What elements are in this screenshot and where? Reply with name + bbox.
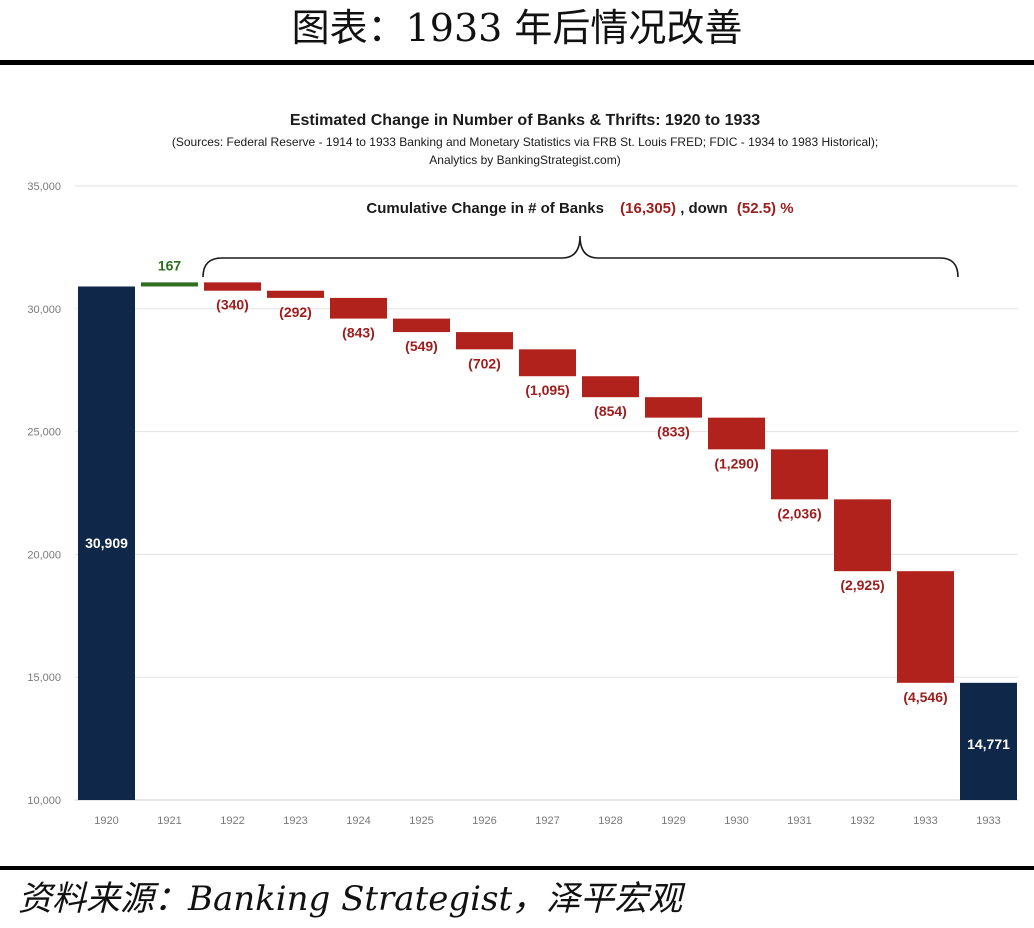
x-tick-label: 1920 [94, 815, 118, 827]
source-note: 资料来源：Banking Strategist，泽平宏观 [18, 879, 683, 919]
chart-subtitle-line-1: (Sources: Federal Reserve - 1914 to 1933… [172, 135, 878, 149]
data-label: (2,925) [840, 577, 884, 593]
x-tick-label: 1926 [472, 815, 496, 827]
bar [519, 349, 576, 377]
x-tick-label: 1922 [220, 815, 244, 827]
x-tick-label: 1925 [409, 815, 433, 827]
data-label: (833) [657, 424, 690, 440]
data-label: (843) [342, 325, 375, 341]
bar [708, 417, 765, 450]
bar [771, 449, 828, 500]
x-tick-label: 1927 [535, 815, 559, 827]
x-tick-label: 1932 [850, 815, 874, 827]
data-label: (702) [468, 355, 501, 371]
bar [645, 397, 702, 418]
page-title: 图表：1933 年后情况改善 [291, 6, 743, 50]
annotation-change-value: (16,305) [620, 200, 676, 217]
data-label: 30,909 [85, 535, 128, 551]
bar [834, 499, 891, 572]
bar [393, 318, 450, 333]
data-label: (4,546) [903, 689, 947, 705]
data-label: 167 [158, 257, 182, 273]
x-tick-label: 1933 [976, 815, 1000, 827]
annotation-middle: , down [680, 200, 728, 217]
data-label: 14,771 [967, 736, 1010, 752]
x-tick-label: 1924 [346, 815, 370, 827]
top-divider [0, 60, 1034, 65]
bar [582, 376, 639, 398]
x-tick-label: 1933 [913, 815, 937, 827]
data-label: (340) [216, 297, 249, 313]
bar [78, 286, 135, 800]
cumulative-change-brace [202, 235, 959, 278]
bar [267, 290, 324, 298]
gridlines [75, 185, 1018, 801]
chart-subtitle-line-2: Analytics by BankingStrategist.com) [429, 153, 620, 167]
y-axis-ticks: 10,000 15,000 20,000 25,000 30,000 35,000 [27, 181, 61, 807]
data-label: (1,290) [714, 455, 758, 471]
y-tick-label: 10,000 [27, 795, 61, 807]
y-tick-label: 15,000 [27, 672, 61, 684]
bar [141, 282, 198, 287]
bar [960, 682, 1017, 800]
data-label: (292) [279, 304, 312, 320]
cumulative-change-annotation: Cumulative Change in # of Banks (16,305)… [366, 200, 793, 217]
x-tick-label: 1931 [787, 815, 811, 827]
bars [78, 282, 1017, 800]
waterfall-chart: Estimated Change in Number of Banks & Th… [27, 112, 1018, 827]
bar [330, 297, 387, 319]
data-label: (854) [594, 403, 627, 419]
y-tick-label: 35,000 [27, 181, 61, 193]
x-tick-label: 1923 [283, 815, 307, 827]
y-tick-label: 25,000 [27, 427, 61, 439]
annotation-percent-sign: % [780, 200, 793, 217]
y-tick-label: 30,000 [27, 304, 61, 316]
bar [897, 571, 954, 683]
x-axis-ticks: 1920 1921 1922 1923 1924 1925 1926 1927 1928 1929… [94, 815, 1000, 827]
bar [456, 332, 513, 350]
annotation-prefix: Cumulative Change in # of Banks [366, 200, 604, 217]
bottom-divider [0, 866, 1034, 870]
data-label: (2,036) [777, 505, 821, 521]
x-tick-label: 1921 [157, 815, 181, 827]
annotation-percent-value: (52.5) [737, 200, 776, 217]
chart-title: Estimated Change in Number of Banks & Th… [290, 112, 760, 129]
data-label: (549) [405, 338, 438, 354]
x-tick-label: 1929 [661, 815, 685, 827]
bar [204, 282, 261, 291]
x-tick-label: 1928 [598, 815, 622, 827]
data-labels: 30,909 167 (340) (292) (843) (549) (702) (1,095… [85, 257, 1010, 751]
y-tick-label: 20,000 [27, 549, 61, 561]
x-tick-label: 1930 [724, 815, 748, 827]
data-label: (1,095) [525, 382, 569, 398]
